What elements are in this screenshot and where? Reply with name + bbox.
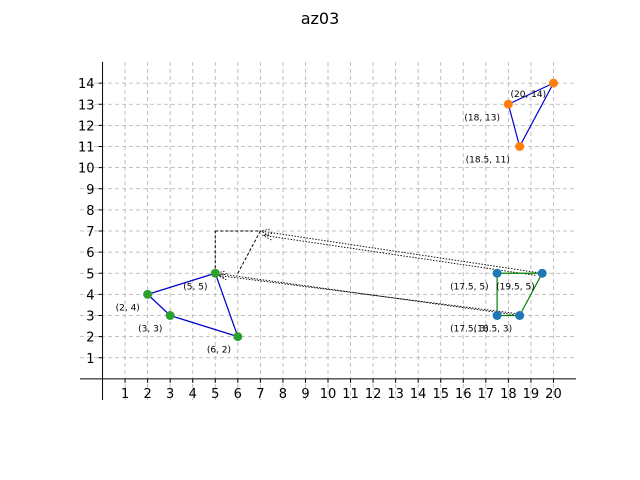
translation-arrow-head xyxy=(261,232,273,241)
point-label: (3, 3) xyxy=(138,325,162,335)
y-tick-label: 3 xyxy=(86,310,94,325)
green-polygon-edge xyxy=(214,273,239,337)
x-tick-label: 6 xyxy=(234,387,242,402)
point-label: (5, 5) xyxy=(183,282,207,292)
x-tick-label: 11 xyxy=(342,387,359,402)
orange-point xyxy=(503,99,513,109)
y-tick-label: 12 xyxy=(78,119,95,134)
orange-polygon-edge xyxy=(507,104,521,147)
green-polygon-edge xyxy=(147,293,171,316)
orange-point xyxy=(548,78,558,88)
translation-arrow-head xyxy=(259,228,271,237)
y-tick-label: 4 xyxy=(86,288,94,303)
y-tick-label: 11 xyxy=(78,141,95,156)
x-tick-label: 4 xyxy=(189,387,197,402)
grid-layer xyxy=(80,62,576,400)
polygon-points xyxy=(143,78,558,342)
y-tick-label: 13 xyxy=(78,98,95,113)
x-tick-label: 15 xyxy=(432,387,449,402)
green-polygon-edge xyxy=(170,314,238,338)
green-point xyxy=(143,289,153,299)
dashed-helper-lines xyxy=(214,230,261,274)
x-tick-label: 19 xyxy=(523,387,540,402)
x-tick-label: 16 xyxy=(455,387,472,402)
chart-title: az03 xyxy=(301,9,340,28)
orange-polygon-edge xyxy=(508,82,554,105)
point-label: (20, 14) xyxy=(510,90,546,100)
point-labels: (20, 14) (18, 13) (18.5, 11) (5, 5) (2, 4) (3… xyxy=(116,90,546,356)
blue-point xyxy=(492,268,502,278)
translation-arrow-line xyxy=(215,272,520,316)
blue-point xyxy=(515,311,525,320)
point-label: (18.5, 11) xyxy=(466,156,510,166)
x-tick-label: 7 xyxy=(256,387,264,402)
x-tick-label: 2 xyxy=(143,387,151,402)
x-tick-label: 20 xyxy=(545,387,562,402)
x-tick-label: 14 xyxy=(410,387,427,402)
arrow-layer xyxy=(214,228,543,316)
orange-point xyxy=(515,142,525,151)
y-tick-label: 1 xyxy=(86,352,94,367)
y-tick-label: 10 xyxy=(78,162,95,177)
x-tick-label: 10 xyxy=(320,387,337,402)
green-polygon-edge xyxy=(147,272,216,295)
green-point xyxy=(210,268,220,278)
point-label: (18.5, 3) xyxy=(474,325,513,335)
orange-polygon-edge xyxy=(519,82,554,147)
y-tick-label: 6 xyxy=(86,246,94,261)
translation-arrow-line xyxy=(217,274,516,314)
y-tick-label: 9 xyxy=(86,183,94,198)
x-tick-label: 5 xyxy=(211,387,219,402)
y-tick-label: 8 xyxy=(86,204,94,219)
x-tick-label: 1 xyxy=(121,387,129,402)
tick-layer: 1 2 3 4 5 6 7 8 9 10 11 12 13 14 15 16 17 18 19 20123456789… xyxy=(78,77,562,402)
blue-point xyxy=(492,311,502,320)
polygon-edges xyxy=(147,82,554,338)
x-tick-label: 12 xyxy=(365,387,382,402)
y-tick-label: 5 xyxy=(86,267,94,282)
point-label: (19.5, 5) xyxy=(496,282,535,292)
point-label: (2, 4) xyxy=(116,303,140,313)
point-label: (6, 2) xyxy=(207,346,231,356)
x-tick-label: 3 xyxy=(166,387,174,402)
green-point xyxy=(165,311,175,320)
x-tick-label: 8 xyxy=(279,387,287,402)
point-label: (17.5, 3) xyxy=(450,325,489,335)
green-point xyxy=(233,332,243,342)
translation-arrow-line xyxy=(260,230,543,274)
x-tick-label: 18 xyxy=(500,387,517,402)
translation-arrow-line xyxy=(262,234,536,276)
blue-polygon-edge xyxy=(519,272,543,316)
y-tick-label: 14 xyxy=(78,77,95,92)
y-tick-label: 7 xyxy=(86,225,94,240)
dashed-helper-line xyxy=(237,230,261,274)
y-tick-label: 2 xyxy=(86,331,94,346)
blue-point xyxy=(537,268,547,278)
point-label: (18, 13) xyxy=(464,113,500,123)
x-tick-label: 17 xyxy=(478,387,495,402)
x-tick-label: 9 xyxy=(301,387,309,402)
x-tick-label: 13 xyxy=(387,387,404,402)
point-label: (17.5, 5) xyxy=(450,282,489,292)
